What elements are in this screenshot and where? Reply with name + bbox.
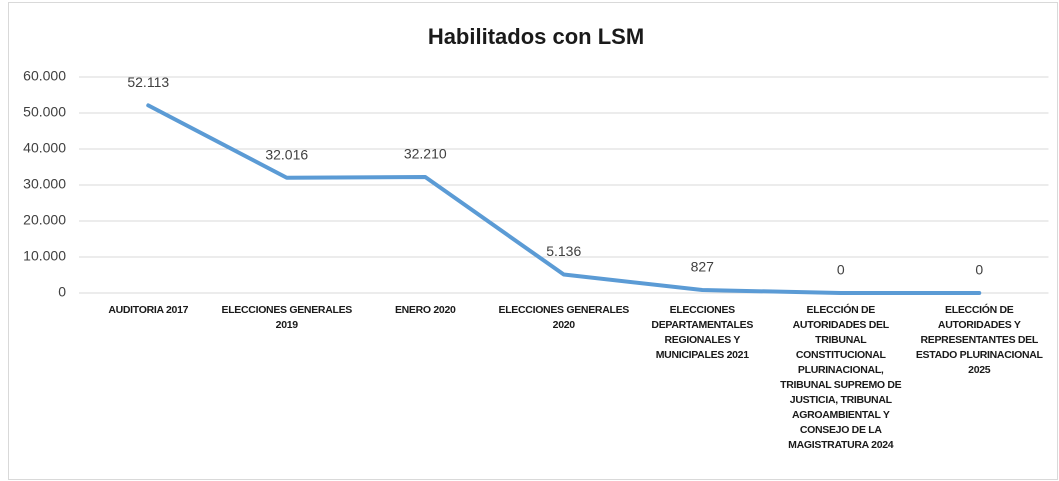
- x-tick-label: AUDITORIA 2017: [108, 304, 189, 316]
- data-label: 0: [975, 262, 983, 278]
- y-tick-label: 60.000: [23, 68, 66, 84]
- data-label: 827: [691, 259, 715, 275]
- y-tick-label: 20.000: [23, 212, 66, 228]
- line: [146, 103, 982, 295]
- chart-title: Habilitados con LSM: [428, 24, 644, 49]
- data-label: 32.210: [404, 146, 447, 162]
- data-label: 5.136: [546, 243, 581, 259]
- x-tick-label: ELECCIONES GENERALES 2020: [498, 304, 630, 331]
- x-tick-label: ELECCIONES GENERALES 2019: [221, 304, 353, 331]
- x-tick-label: ELECCIÓN DE AUTORIDADES Y REPRESENTANTES…: [915, 304, 1043, 376]
- chart-frame: [8, 2, 1058, 480]
- data-label: 0: [837, 262, 845, 278]
- x-tick-label: ELECCIONES DEPARTAMENTALES REGIONALES Y …: [651, 304, 754, 361]
- y-tick-label: 0: [58, 284, 66, 300]
- x-tick-label: ELECCIÓN DE AUTORIDADES DEL TRIBUNAL CON…: [780, 304, 902, 451]
- data-label: 52.113: [127, 74, 169, 90]
- x-tick-label: ENERO 2020: [394, 304, 456, 316]
- data-label: 32.016: [265, 146, 308, 162]
- y-tick-label: 10.000: [23, 248, 66, 264]
- y-tick-label: 30.000: [23, 176, 66, 192]
- y-tick-label: 40.000: [23, 140, 66, 156]
- y-tick-label: 50.000: [23, 104, 66, 120]
